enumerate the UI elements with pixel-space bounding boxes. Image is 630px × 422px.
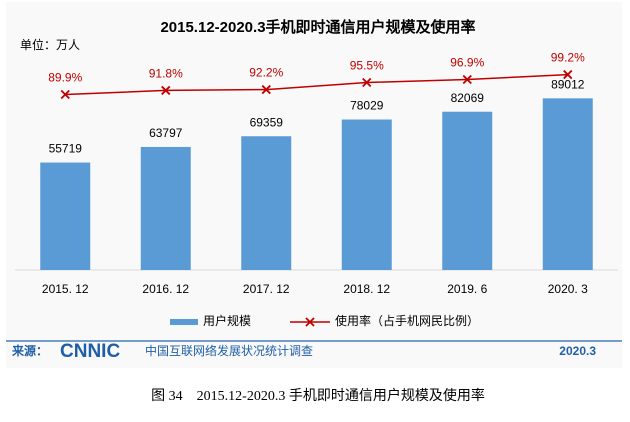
x-tick-label: 2016. 12 <box>142 282 189 296</box>
bar <box>40 162 91 270</box>
data-label: 55719 <box>49 142 83 156</box>
marker <box>60 89 70 100</box>
source-date: 2020.3 <box>559 344 596 358</box>
data-label: 82069 <box>451 91 485 105</box>
legend-swatch <box>170 319 198 325</box>
data-label: 91.8% <box>149 67 183 81</box>
data-label: 95.5% <box>350 59 384 73</box>
legend-marker <box>305 317 315 327</box>
data-label: 92.2% <box>249 66 283 80</box>
legend-label: 用户规模 <box>203 313 251 328</box>
x-tick-label: 2015. 12 <box>42 282 89 296</box>
bar <box>542 98 593 270</box>
marker <box>462 74 472 85</box>
caption: 图 34 2015.12-2020.3 手机即时通信用户规模及使用率 <box>151 387 485 404</box>
data-label: 78029 <box>350 99 384 113</box>
source-logo: CNNIC <box>60 341 120 362</box>
marker <box>563 69 573 80</box>
x-tick-label: 2020. 3 <box>548 282 588 296</box>
bar <box>341 119 392 270</box>
data-label: 69359 <box>250 115 284 129</box>
x-tick-label: 2019. 6 <box>447 282 487 296</box>
x-tick-label: 2018. 12 <box>343 282 390 296</box>
data-label: 89.9% <box>48 71 82 85</box>
data-label: 63797 <box>149 126 183 140</box>
data-label: 99.2% <box>551 51 585 65</box>
legend-label: 使用率（占手机网民比例） <box>335 313 479 328</box>
marker <box>362 77 372 88</box>
chart-title: 2015.12-2020.3手机即时通信用户规模及使用率 <box>160 18 475 36</box>
bar <box>241 136 292 270</box>
source-text: 中国互联网络发展状况统计调查 <box>145 343 313 358</box>
unit-label: 单位：万人 <box>20 37 80 52</box>
source-label: 来源： <box>11 343 48 358</box>
chart-background <box>6 2 622 368</box>
x-tick-label: 2017. 12 <box>243 282 290 296</box>
bar <box>140 146 191 270</box>
data-label: 89012 <box>551 78 585 92</box>
marker <box>161 85 171 96</box>
line <box>65 73 568 96</box>
data-label: 96.9% <box>450 56 484 70</box>
bar <box>442 111 493 271</box>
marker <box>261 84 271 95</box>
